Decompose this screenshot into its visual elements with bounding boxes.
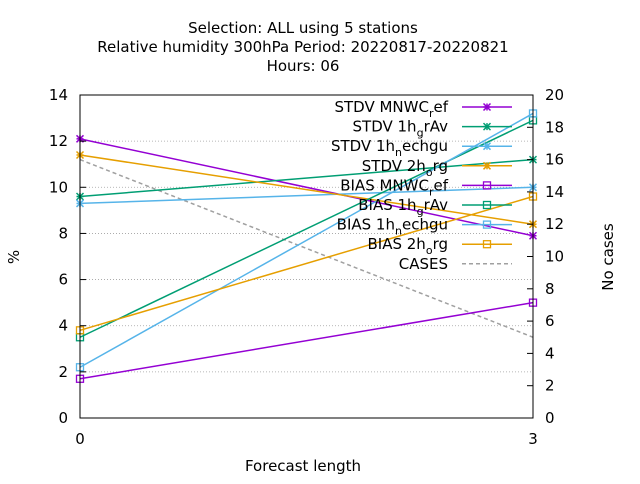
y-tick-label: 8 [58, 224, 68, 242]
marker-square [482, 181, 492, 190]
legend-entry: STDV 1hnechgu [331, 137, 512, 159]
legend-entry: BIAS 1hgrAv [358, 196, 512, 218]
marker-square [482, 200, 492, 210]
chart-title: Selection: ALL using 5 stations Relative… [97, 19, 508, 75]
y2-tick-label: 18 [545, 118, 564, 136]
legend-entry: STDV MNWCref [334, 98, 512, 120]
marker-square [482, 240, 492, 249]
legend-label: BIAS 1hgrAv [358, 196, 448, 218]
legend-entry: BIAS MNWCref [340, 176, 512, 198]
marker-square [482, 220, 492, 229]
legend-label: BIAS 1hnechgu [337, 216, 448, 238]
x-axis-label: Forecast length [245, 457, 361, 475]
series-1 [75, 155, 538, 201]
y2-tick-label: 4 [545, 344, 555, 362]
y-tick-label: 0 [58, 409, 68, 427]
legend-entry: BIAS 2horg [368, 235, 512, 257]
legend-entry: BIAS 1hnechgu [337, 216, 512, 238]
y2-axis-label: No cases [599, 223, 617, 291]
title-line-3: Hours: 06 [267, 57, 340, 75]
series-line [79, 186, 534, 205]
y2-tick-label: 20 [545, 86, 564, 104]
y-tick-label: 2 [58, 363, 68, 381]
series-layer [75, 109, 538, 383]
legend-entry: CASES [399, 255, 512, 273]
y2-tick-label: 16 [545, 151, 564, 169]
x-tick-label: 3 [528, 430, 538, 448]
title-line-2: Relative humidity 300hPa Period: 2022081… [97, 38, 508, 56]
y-tick-label: 10 [49, 178, 68, 196]
series-line [79, 112, 534, 368]
legend-label: STDV MNWCref [334, 98, 448, 120]
series-line [79, 195, 534, 332]
y2-tick-label: 0 [545, 409, 555, 427]
legend-entry: STDV 1hgrAv [353, 118, 512, 140]
y-tick-label: 12 [49, 132, 68, 150]
legend-label: STDV 2horg [362, 157, 448, 179]
series-6 [75, 109, 538, 372]
legend-label: STDV 1hgrAv [353, 118, 449, 140]
y2-tick-label: 14 [545, 183, 564, 201]
y-tick-label: 14 [49, 86, 68, 104]
legend-label: STDV 1hnechgu [331, 137, 448, 159]
grid [80, 140, 533, 373]
legend-entry: STDV 2horg [362, 157, 512, 179]
plot-frame [79, 94, 534, 419]
y2-tick-label: 10 [545, 248, 564, 266]
legend-label: BIAS MNWCref [340, 176, 448, 198]
series-line [79, 301, 534, 380]
legend-label: CASES [399, 255, 448, 273]
y-tick-label: 4 [58, 317, 68, 335]
x-tick-label: 0 [75, 430, 85, 448]
y-axis-label: % [5, 250, 23, 264]
series-line [79, 154, 534, 225]
y2-tick-label: 6 [545, 312, 555, 330]
y-tick-label: 6 [58, 271, 68, 289]
y2-tick-label: 12 [545, 215, 564, 233]
series-line [79, 158, 534, 198]
y2-tick-label: 8 [545, 280, 555, 298]
title-line-1: Selection: ALL using 5 stations [188, 19, 418, 37]
y2-tick-label: 2 [545, 377, 555, 395]
legend-label: BIAS 2horg [368, 235, 449, 257]
